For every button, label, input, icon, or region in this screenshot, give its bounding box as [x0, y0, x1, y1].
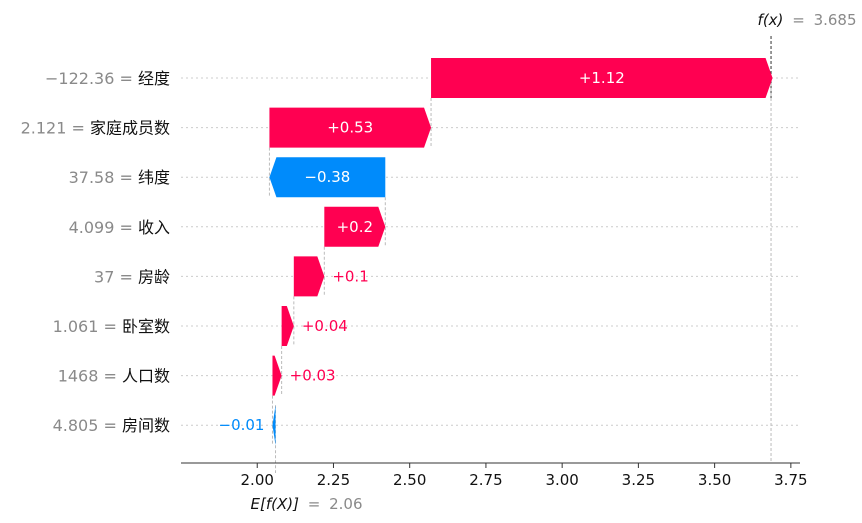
feature-value: 2.121 = — [21, 118, 90, 137]
feature-value: 4.099 = — [69, 217, 138, 236]
base-symbol: E[f(X)] — [251, 495, 300, 513]
output-equals: = — [792, 11, 805, 29]
feature-value: −122.36 = — [45, 69, 138, 88]
positive-contribution-bar — [431, 58, 773, 98]
feature-label: 4.099 = 收入 — [69, 217, 170, 236]
negative-contribution-bar — [269, 157, 386, 198]
feature-name: 收入 — [138, 217, 170, 236]
feature-label: 37.58 = 纬度 — [69, 168, 170, 187]
x-axis: 2.00 2.25 2.50 2.75 3.00 3.25 3.50 3.75 — [181, 462, 808, 489]
feature-value: 37.58 = — [69, 168, 138, 187]
x-tick-label: 3.75 — [774, 471, 807, 489]
feature-value: 37 = — [94, 267, 138, 286]
bar-value-label: −0.38 — [304, 168, 350, 186]
base-value: 2.06 — [329, 495, 362, 513]
output-symbol: f(x) — [758, 11, 784, 29]
x-tick-label: 2.75 — [469, 471, 502, 489]
positive-contribution-bar — [293, 256, 325, 297]
x-tick-label: 3.00 — [545, 471, 578, 489]
bar-value-label: +0.1 — [332, 267, 368, 285]
feature-label: −122.36 = 经度 — [45, 69, 170, 88]
feature-name: 人口数 — [122, 366, 170, 385]
base-equals: = — [308, 495, 321, 513]
negative-contribution-bar — [272, 405, 276, 446]
feature-name: 卧室数 — [122, 317, 170, 336]
positive-contribution-bar — [269, 107, 432, 148]
bar-value-label: −0.01 — [219, 416, 265, 434]
feature-label: 1468 = 人口数 — [58, 366, 170, 385]
feature-name: 家庭成员数 — [90, 118, 170, 137]
output-value: 3.685 — [814, 11, 857, 29]
base-value-label: E[f(X)] = 2.06 — [251, 495, 363, 513]
x-tick-label: 2.00 — [241, 471, 274, 489]
feature-value: 1468 = — [58, 366, 122, 385]
x-tick-label: 3.25 — [622, 471, 655, 489]
reference-lines — [268, 36, 772, 473]
feature-label: 1.061 = 卧室数 — [53, 317, 170, 336]
x-tick-label: 3.50 — [698, 471, 731, 489]
x-tick-label: 2.25 — [317, 471, 350, 489]
feature-label: 37 = 房龄 — [94, 267, 170, 286]
feature-name: 房龄 — [138, 267, 170, 286]
feature-name: 经度 — [138, 69, 170, 88]
bar-value-label: +0.04 — [302, 317, 348, 335]
feature-value: 4.805 = — [53, 416, 122, 435]
feature-label: 4.805 = 房间数 — [53, 416, 170, 435]
bar-value-label: +0.53 — [327, 119, 373, 137]
feature-name: 纬度 — [138, 168, 170, 187]
contribution-bars: +1.12 +0.53 −0.38 +0.2 +0.1 +0.04 +0.03 −0.01 — [219, 58, 773, 446]
bar-value-label: +1.12 — [579, 69, 625, 87]
feature-labels: −122.36 = 经度 2.121 = 家庭成员数 37.58 = 纬度 4.099… — [21, 69, 170, 435]
positive-contribution-bar — [272, 355, 282, 396]
output-value-label: f(x) = 3.685 — [758, 11, 857, 29]
feature-label: 2.121 = 家庭成员数 — [21, 118, 170, 137]
x-tick-label: 2.50 — [393, 471, 426, 489]
feature-name: 房间数 — [122, 416, 170, 435]
bar-value-label: +0.03 — [290, 367, 336, 385]
positive-contribution-bar — [324, 206, 386, 247]
bar-value-label: +0.2 — [337, 218, 373, 236]
feature-value: 1.061 = — [53, 317, 122, 336]
positive-contribution-bar — [281, 306, 294, 346]
